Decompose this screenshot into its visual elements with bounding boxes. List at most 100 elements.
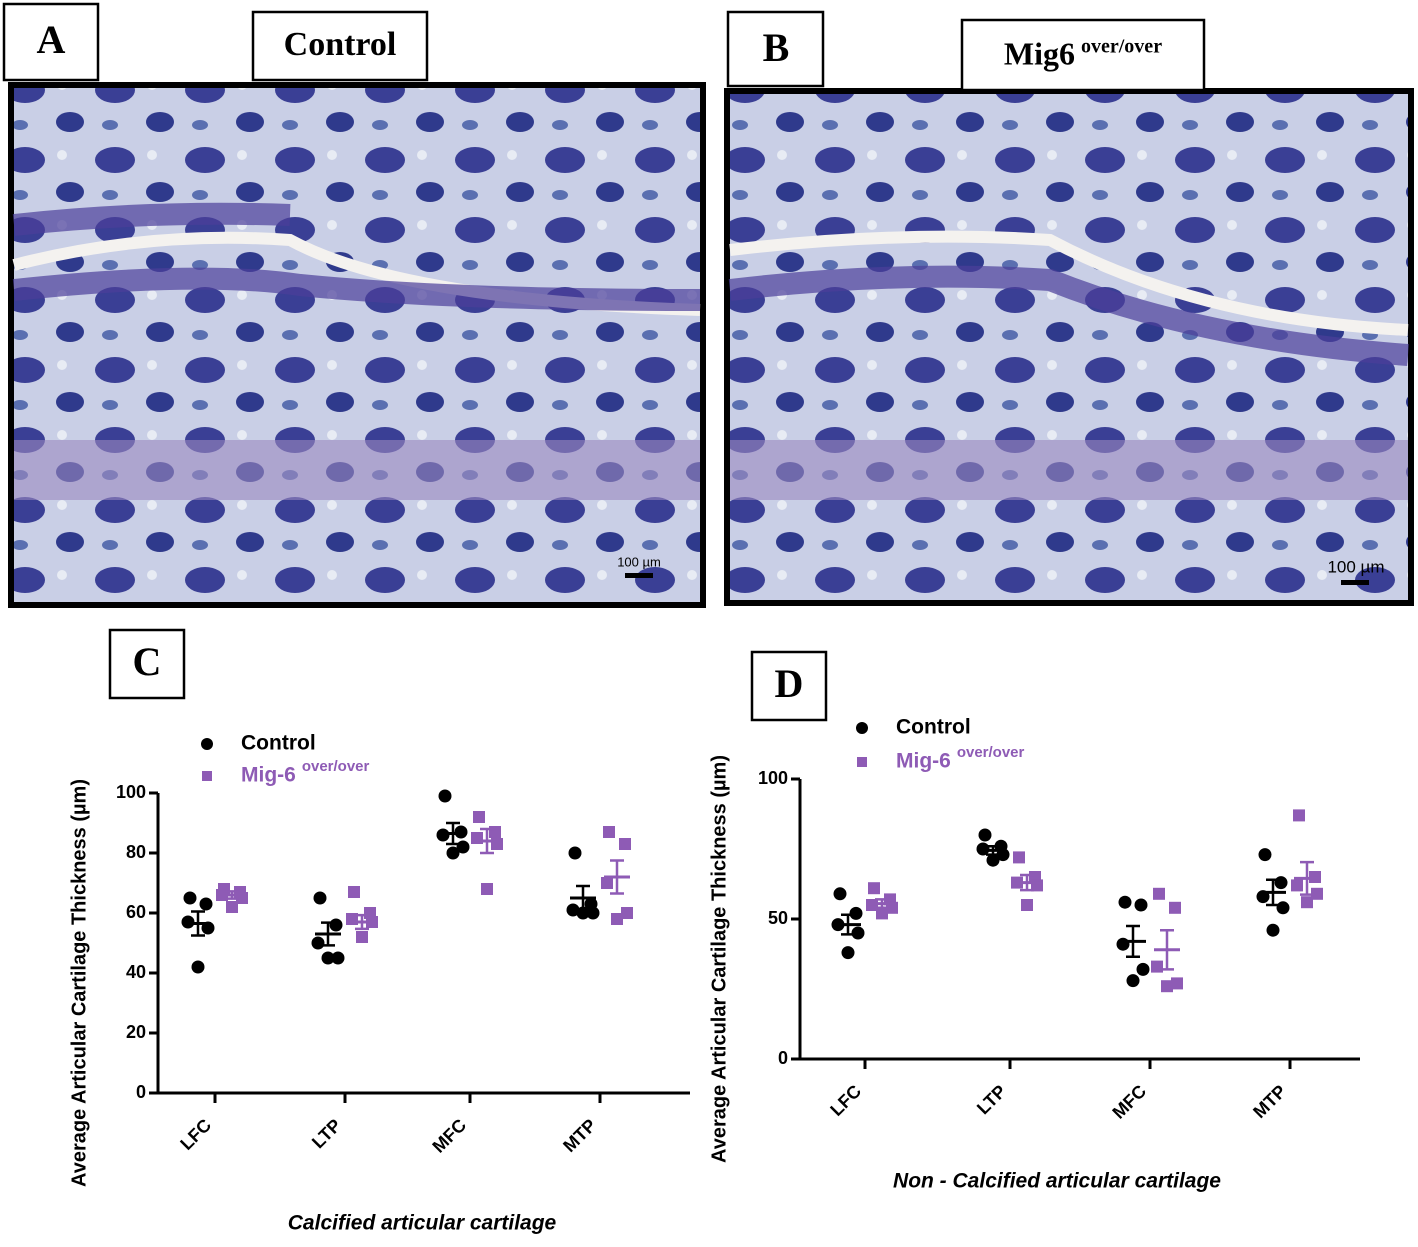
data-point <box>1276 901 1290 915</box>
error-bar <box>446 821 460 846</box>
y-tick-label: 100 <box>758 768 788 788</box>
title-box <box>251 10 429 82</box>
x-tick-label: LTP <box>973 1081 1010 1118</box>
label-box <box>750 650 828 722</box>
data-point <box>183 891 197 905</box>
x-tick-label: MTP <box>1249 1081 1290 1122</box>
data-point <box>321 951 335 965</box>
y-tick-label: 0 <box>136 1082 146 1102</box>
data-point <box>313 891 327 905</box>
data-point <box>986 853 1000 867</box>
data-point <box>876 907 888 920</box>
panel-a: 100 µm A Control <box>2 2 706 608</box>
legend-label: Control <box>896 716 971 739</box>
error-bar <box>986 844 1000 856</box>
growth-plate <box>730 440 1408 500</box>
data-point <box>621 907 633 919</box>
data-point <box>851 926 865 940</box>
growth-plate <box>14 440 700 500</box>
legend-label-superscript: over/over <box>957 744 1025 761</box>
y-axis-title: Average Articular Cartilage Thickness (µ… <box>68 779 90 1187</box>
data-point <box>603 826 615 838</box>
label-box <box>2 2 100 82</box>
data-point <box>348 886 360 898</box>
data-point <box>1301 896 1313 909</box>
data-point <box>473 811 485 823</box>
label-box <box>108 628 186 700</box>
error-bar <box>480 827 494 855</box>
data-point <box>446 846 460 860</box>
y-tick-label: 80 <box>126 842 146 862</box>
error-bar <box>1020 873 1034 892</box>
data-point <box>438 789 452 803</box>
title-box <box>960 18 1206 92</box>
y-tick-label: 40 <box>126 962 146 982</box>
x-axis-title: Calcified articular cartilage <box>288 1212 557 1235</box>
data-point <box>601 877 613 889</box>
data-point <box>356 931 368 943</box>
data-point <box>191 960 205 974</box>
error-bar <box>225 890 239 900</box>
data-point <box>1274 876 1288 890</box>
y-tick-label: 60 <box>126 902 146 922</box>
data-point <box>1118 895 1132 909</box>
data-point <box>1161 980 1173 993</box>
data-point <box>1021 899 1033 911</box>
x-tick-label: LTP <box>308 1115 345 1152</box>
data-point <box>1171 977 1183 990</box>
data-point <box>1013 851 1025 864</box>
legend-marker <box>857 757 867 767</box>
data-point <box>481 883 493 895</box>
data-point <box>1136 962 1150 976</box>
error-bar <box>576 884 590 912</box>
joint-space <box>729 230 1409 336</box>
scale-bar-label: 100 µm <box>1327 557 1384 576</box>
error-bar <box>321 921 335 947</box>
data-point <box>619 838 631 850</box>
panel-title-superscript: over/over <box>1081 36 1162 58</box>
y-tick-label: 20 <box>126 1022 146 1042</box>
y-tick-label: 50 <box>768 908 788 928</box>
cartilage <box>728 265 1409 366</box>
error-bar <box>191 910 205 937</box>
data-point <box>1291 879 1303 892</box>
data-point <box>1266 923 1280 937</box>
data-point <box>1126 974 1140 988</box>
label-box <box>726 10 825 88</box>
x-tick-label: MFC <box>428 1115 470 1157</box>
error-bar <box>1266 878 1280 907</box>
data-point <box>1169 901 1181 914</box>
data-point <box>1116 937 1130 951</box>
error-bar <box>841 913 855 936</box>
y-tick-label: 0 <box>778 1048 788 1068</box>
data-point <box>311 936 325 950</box>
scale-bar <box>625 573 653 578</box>
panel-b: 100 µm B Mig6 over/over <box>724 10 1414 606</box>
legend-label: Mig-6 <box>241 764 296 787</box>
y-axis-title: Average Articular Cartilage Thickness (µ… <box>708 755 730 1163</box>
data-point <box>841 946 855 960</box>
legend-marker <box>856 722 868 734</box>
x-tick-label: LFC <box>826 1081 865 1120</box>
legend-label-superscript: over/over <box>302 758 370 775</box>
legend-marker <box>201 738 213 750</box>
data-point <box>868 882 880 895</box>
scale-bar <box>1341 580 1369 585</box>
panel-label: B <box>763 25 790 70</box>
x-tick-label: LFC <box>176 1115 215 1154</box>
histology-image <box>8 82 706 608</box>
panel-title: Control <box>284 26 397 63</box>
data-point <box>329 918 343 932</box>
legend-label: Mig-6 <box>896 750 951 773</box>
data-point <box>199 897 213 911</box>
data-point <box>331 951 345 965</box>
data-point <box>1311 887 1323 900</box>
x-axis-title: Non - Calcified articular cartilage <box>893 1170 1221 1193</box>
error-bar <box>1300 860 1314 896</box>
data-point <box>1151 960 1163 973</box>
data-point <box>849 906 863 920</box>
data-point <box>566 903 580 917</box>
y-tick-label: 100 <box>116 782 146 802</box>
data-point <box>978 828 992 842</box>
